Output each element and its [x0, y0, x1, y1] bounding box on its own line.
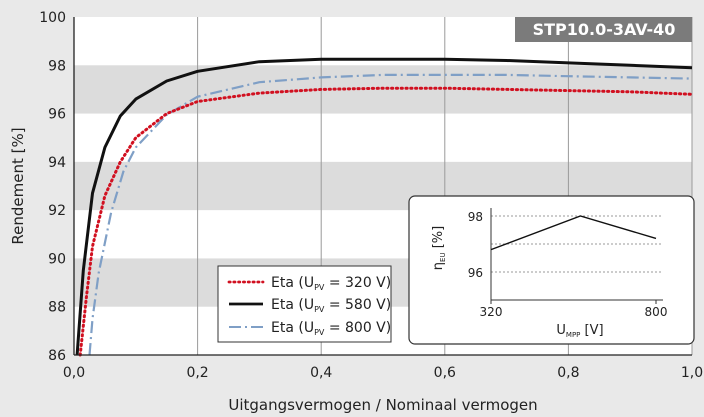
y-axis-label: Rendement [%] — [9, 127, 27, 244]
x-axis-label: Uitgangsvermogen / Nominaal vermogen — [228, 396, 537, 414]
inset-ticks: 98 96 320 800 — [468, 210, 668, 319]
x-tick-label: 0,0 — [63, 365, 85, 381]
y-tick-label: 98 — [48, 58, 66, 74]
legend-label-800v: Eta (UPV = 800 V) — [271, 320, 391, 337]
x-tick-labels: 0,0 0,2 0,4 0,6 0,8 1,0 — [63, 365, 703, 381]
legend: Eta (UPV = 320 V) Eta (UPV = 580 V) Eta … — [217, 265, 392, 343]
legend-label-580v: Eta (UPV = 580 V) — [271, 297, 391, 314]
inset-x-tick-label: 320 — [480, 305, 503, 319]
x-tick-label: 0,2 — [186, 365, 208, 381]
y-tick-label: 86 — [48, 348, 66, 364]
y-tick-labels: 86 88 90 92 94 96 98 100 — [39, 10, 66, 364]
inset-y-tick-label: 98 — [468, 210, 483, 224]
legend-label-320v: Eta (UPV = 320 V) — [271, 275, 391, 292]
inset-y-tick-label: 96 — [468, 266, 483, 280]
inset-box — [408, 195, 695, 345]
y-tick-label: 94 — [48, 155, 66, 171]
chart-title: STP10.0-3AV-40 — [533, 20, 676, 39]
y-tick-label: 88 — [48, 300, 66, 316]
inset-gridlines — [491, 215, 663, 273]
inset-x-label: UMPP [V] — [556, 323, 603, 339]
inset-series-line — [490, 215, 657, 251]
inset-y-label: ηEU [%] — [431, 226, 447, 270]
inset-x-tick-label: 800 — [645, 305, 668, 319]
y-tick-label: 90 — [48, 251, 66, 267]
series-layer — [75, 57, 694, 357]
title-badge — [515, 17, 692, 42]
series-line-0 — [78, 86, 694, 357]
x-tick-label: 0,4 — [310, 365, 332, 381]
series-line-1 — [75, 57, 693, 356]
y-tick-label: 100 — [39, 10, 66, 26]
x-tick-label: 0,6 — [434, 365, 456, 381]
x-tick-label: 1,0 — [681, 365, 703, 381]
y-tick-label: 96 — [48, 107, 66, 123]
inset-chart: 98 96 320 800 ηEU [%] UMPP [V] — [408, 195, 695, 345]
series-line-2 — [88, 73, 693, 356]
x-tick-label: 0,8 — [557, 365, 579, 381]
y-tick-label: 92 — [48, 203, 66, 219]
